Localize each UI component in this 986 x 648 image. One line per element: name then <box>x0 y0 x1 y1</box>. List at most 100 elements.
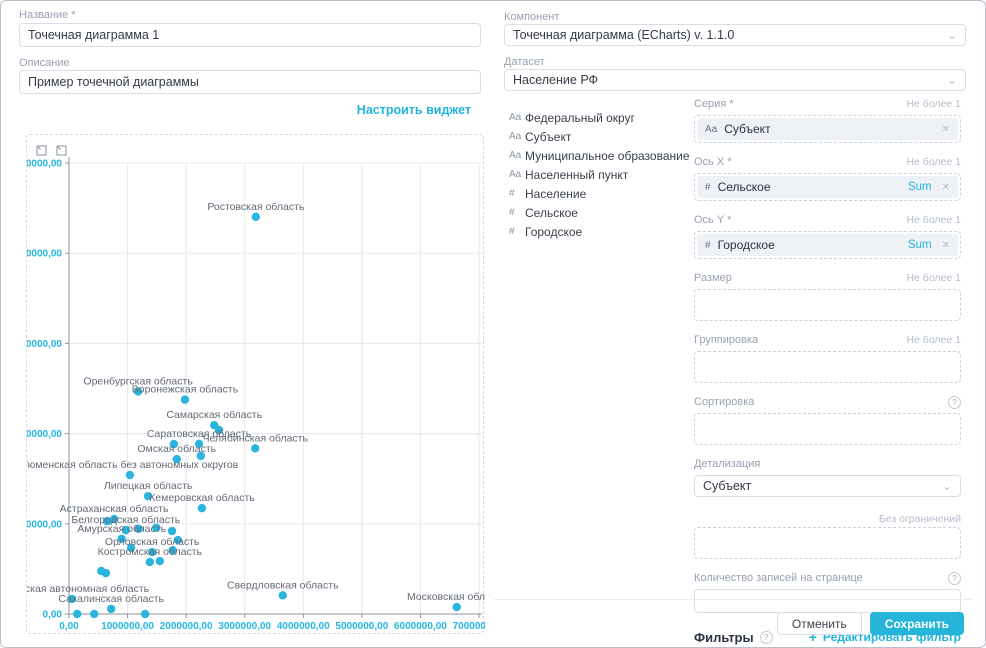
y-axis-group: Ось Y * Не более 1 # Городское Sum ✕ <box>694 213 961 259</box>
scatter-point[interactable] <box>126 543 136 553</box>
dataset-field-name: Федеральный округ <box>525 110 635 125</box>
chart-preview-card: 0,00 1000000,00 2000000,00 3000000,00 400000… <box>26 134 485 634</box>
scatter-point[interactable] <box>145 557 155 567</box>
scatter-point[interactable] <box>180 395 190 404</box>
scatter-point[interactable] <box>117 534 126 544</box>
y-axis-chip[interactable]: # Городское Sum ✕ <box>697 234 958 256</box>
scatter-point[interactable] <box>89 609 99 619</box>
scatter-point[interactable] <box>152 523 161 532</box>
help-icon[interactable]: ? <box>948 395 961 409</box>
filters-label: Фильтры <box>694 629 754 645</box>
text-field-icon: Aa <box>705 123 718 135</box>
help-icon[interactable]: ? <box>759 630 773 644</box>
scatter-point[interactable] <box>134 524 143 534</box>
save-button[interactable]: Сохранить <box>869 612 964 635</box>
scatter-point[interactable] <box>155 556 164 566</box>
scatter-point[interactable] <box>194 439 204 449</box>
scatter-point[interactable] <box>214 425 224 435</box>
dataset-value: Население РФ <box>513 73 599 87</box>
scatter-point[interactable] <box>172 454 181 464</box>
scatter-point[interactable] <box>251 212 261 222</box>
x-axis-group: Ось X * Не более 1 # Сельское Sum ✕ <box>694 155 961 201</box>
size-group: Размер Не более 1 <box>694 271 961 321</box>
scatter-point[interactable] <box>109 514 119 524</box>
x-axis-limit: Не более 1 <box>906 156 961 168</box>
no-limit-dropzone[interactable] <box>694 527 961 559</box>
scatter-point[interactable] <box>101 568 111 578</box>
scatter-point-label: Еврейская автономная область <box>27 583 150 595</box>
y-tick-label: 1200000,00 <box>27 249 62 260</box>
scatter-point[interactable] <box>147 547 157 557</box>
close-icon[interactable]: ✕ <box>941 123 950 135</box>
dataset-field[interactable]: Aa Населенный пункт <box>509 165 689 184</box>
group-by-dropzone[interactable] <box>694 351 961 383</box>
zoom-restore-icon[interactable] <box>55 144 68 157</box>
sort-dropzone[interactable] <box>694 413 961 445</box>
widget-config-column: Серия * Не более 1 Aa Субъект ✕ Ось X * … <box>694 97 961 645</box>
configure-widget-link[interactable]: Настроить виджет <box>356 103 471 117</box>
x-axis-chip[interactable]: # Сельское Sum ✕ <box>697 176 958 198</box>
x-axis-chip-name: Сельское <box>717 180 771 194</box>
drilldown-select[interactable]: Субъект ⌄ <box>694 475 961 497</box>
series-chip[interactable]: Aa Субъект ✕ <box>697 118 958 140</box>
x-axis-aggregation[interactable]: Sum <box>907 181 932 193</box>
x-tick-label: 3000000,00 <box>218 621 271 632</box>
dataset-field-name: Сельское <box>525 205 578 220</box>
scatter-point[interactable] <box>278 591 287 600</box>
description-input[interactable]: Пример точечной диаграммы <box>19 70 481 94</box>
scatter-point[interactable] <box>452 602 461 612</box>
scatter-point[interactable] <box>125 470 135 480</box>
component-value: Точечная диаграмма (ECharts) v. 1.1.0 <box>513 28 735 42</box>
scatter-point-label: Саратовская область <box>147 428 252 440</box>
page-size-input[interactable] <box>694 589 961 613</box>
dataset-field[interactable]: # Население <box>509 184 689 203</box>
sort-label: Сортировка <box>694 396 755 408</box>
scatter-point[interactable] <box>168 546 177 555</box>
series-dropzone[interactable]: Aa Субъект ✕ <box>694 115 961 143</box>
close-icon[interactable]: ✕ <box>941 239 950 251</box>
configure-widget-row: Настроить виджет <box>19 101 471 119</box>
scatter-point[interactable] <box>133 387 143 396</box>
component-select[interactable]: Точечная диаграмма (ECharts) v. 1.1.0 ⌄ <box>504 24 966 46</box>
scatter-point[interactable] <box>251 444 260 453</box>
dataset-field[interactable]: Aa Субъект <box>509 127 689 146</box>
scatter-point[interactable] <box>197 503 207 513</box>
dataset-field[interactable]: # Сельское <box>509 203 689 222</box>
dataset-field-name: Население <box>525 186 587 201</box>
scatter-point-label: Оренбургская область <box>83 376 193 388</box>
scatter-point[interactable] <box>196 451 205 461</box>
description-label: Описание <box>19 57 70 69</box>
close-icon[interactable]: ✕ <box>941 181 950 193</box>
scatter-point[interactable] <box>143 491 153 501</box>
y-axis-dropzone[interactable]: # Городское Sum ✕ <box>694 231 961 259</box>
scatter-point-label: Свердловская область <box>227 579 339 591</box>
scatter-point-label: Костромская область <box>98 546 203 558</box>
dataset-select[interactable]: Население РФ ⌄ <box>504 69 966 91</box>
scatter-point[interactable] <box>106 604 116 614</box>
footer-buttons: Отменить Сохранить <box>776 612 964 635</box>
dataset-field[interactable]: # Городское <box>509 222 689 241</box>
x-axis-dropzone[interactable]: # Сельское Sum ✕ <box>694 173 961 201</box>
cancel-button[interactable]: Отменить <box>776 612 862 635</box>
dataset-field[interactable]: Aa Муниципальное образование <box>509 146 690 165</box>
size-dropzone[interactable] <box>694 289 961 321</box>
dataset-field[interactable]: Aa Федеральный округ <box>509 108 689 127</box>
y-axis-aggregation[interactable]: Sum <box>907 239 932 251</box>
scatter-point[interactable] <box>173 535 183 545</box>
dataset-label: Датасет <box>504 56 545 68</box>
scatter-point[interactable] <box>102 516 112 526</box>
series-label: Серия * <box>694 98 734 110</box>
zoom-select-icon[interactable] <box>35 144 48 157</box>
x-tick-label: 4000000,00 <box>277 621 330 632</box>
name-input[interactable]: Точечная диаграмма 1 <box>19 23 481 47</box>
scatter-point[interactable] <box>67 594 77 604</box>
y-axis-limit: Не более 1 <box>906 214 961 226</box>
name-label: Название * <box>19 9 76 21</box>
scatter-point[interactable] <box>73 609 82 619</box>
help-icon[interactable]: ? <box>948 571 961 585</box>
scatter-point[interactable] <box>169 439 179 449</box>
scatter-point[interactable] <box>121 525 131 535</box>
scatter-point[interactable] <box>140 609 150 619</box>
scatter-point[interactable] <box>167 526 177 536</box>
